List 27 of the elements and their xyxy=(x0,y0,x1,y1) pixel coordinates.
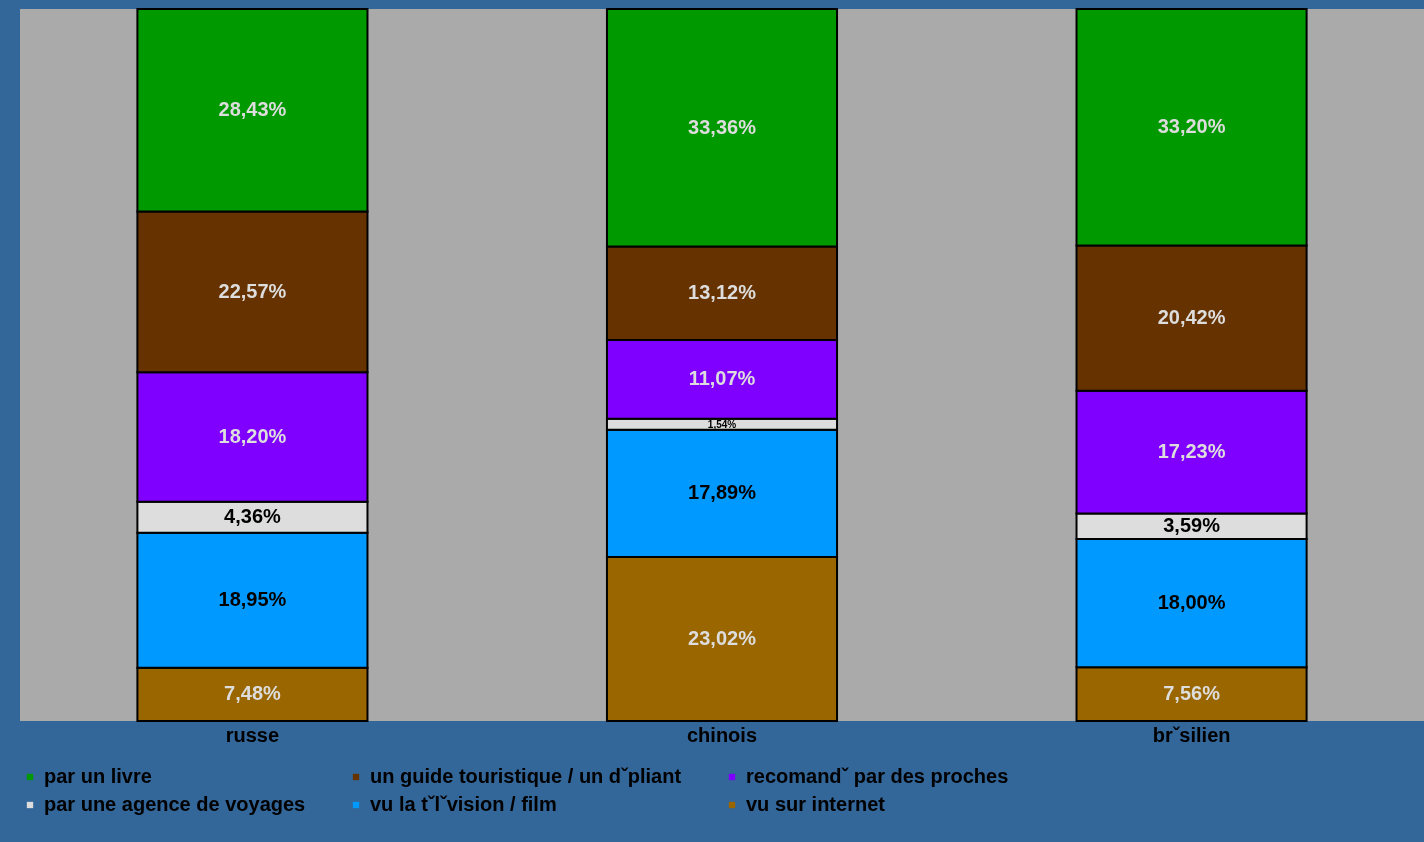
data-label: 18,20% xyxy=(218,424,287,447)
legend-label: recomandˇ par des proches xyxy=(746,765,1009,787)
data-label: 20,42% xyxy=(1157,306,1226,329)
data-label: 22,57% xyxy=(218,279,287,302)
x-tick-label: russe xyxy=(225,723,280,746)
data-label: 17,23% xyxy=(1157,440,1226,463)
data-label: 3,59% xyxy=(1163,514,1221,537)
data-label: 33,20% xyxy=(1157,115,1226,138)
data-label: 33,36% xyxy=(688,115,757,138)
data-label: 23,02% xyxy=(688,627,757,650)
legend-label: par une agence de voyages xyxy=(44,793,306,815)
x-tick-label: brˇsilien xyxy=(1152,723,1231,746)
x-tick-label: chinois xyxy=(686,723,758,746)
data-label: 18,00% xyxy=(1157,591,1226,614)
data-label: 18,95% xyxy=(218,588,287,611)
data-label: 11,07% xyxy=(688,367,756,390)
data-label: 4,36% xyxy=(224,505,281,528)
legend-label: par un livre xyxy=(44,765,152,787)
legend-label: vu sur internet xyxy=(746,793,886,815)
data-label: 7,56% xyxy=(1163,682,1221,705)
data-label: 13,12% xyxy=(688,281,757,304)
data-label: 7,48% xyxy=(224,682,281,705)
legend-label: vu la tˇlˇvision / film xyxy=(370,793,557,815)
legend-label: un guide touristique / un dˇpliant xyxy=(370,765,682,787)
data-label: 28,43% xyxy=(218,98,287,121)
data-label: 1,54% xyxy=(707,419,737,431)
data-label: 17,89% xyxy=(688,481,757,504)
